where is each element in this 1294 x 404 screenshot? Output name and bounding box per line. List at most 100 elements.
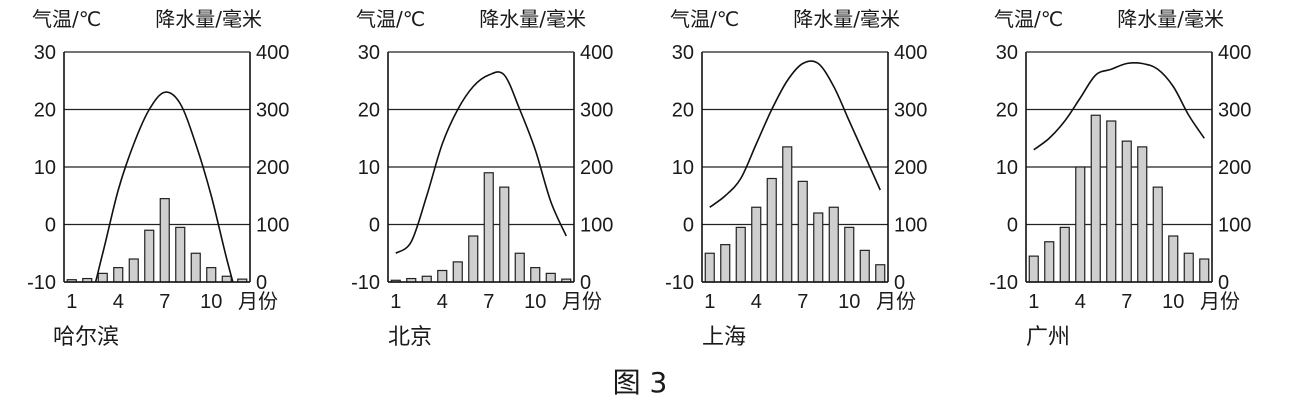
month-tick-label: 10 xyxy=(1162,291,1184,313)
precip-bar xyxy=(1075,166,1086,283)
precip-bar xyxy=(452,261,463,283)
precip-bar xyxy=(720,244,731,283)
precip-tick-label: 400 xyxy=(580,42,613,64)
month-tick-label: 1 xyxy=(704,291,715,313)
precip-bar xyxy=(751,206,762,283)
month-tick-label: 4 xyxy=(751,291,762,313)
precip-tick-label: 0 xyxy=(1218,272,1229,294)
city-name: 哈尔滨 xyxy=(53,325,119,350)
precip-tick-label: 300 xyxy=(1218,100,1251,122)
precip-bar xyxy=(1090,114,1101,283)
month-tick-label: 7 xyxy=(159,291,170,313)
precip-bar xyxy=(468,235,479,283)
temp-tick-label: -10 xyxy=(665,272,694,294)
precip-bar xyxy=(782,146,793,283)
city-name: 上海 xyxy=(702,325,746,350)
precip-tick-label: 200 xyxy=(1218,157,1251,179)
month-tick-label: 4 xyxy=(113,291,124,313)
month-tick-label: 1 xyxy=(66,291,77,313)
precip-tick-label: 100 xyxy=(580,215,613,237)
precip-bar xyxy=(514,252,525,283)
temp-tick-label: 10 xyxy=(672,157,694,179)
temp-tick-label: 0 xyxy=(683,215,694,237)
precip-bar xyxy=(1059,226,1070,283)
precip-bar xyxy=(128,258,139,283)
month-unit-label: 月份 xyxy=(562,289,602,313)
precip-bar xyxy=(735,226,746,283)
temperature-line xyxy=(94,91,234,282)
precip-tick-label: 400 xyxy=(894,42,927,64)
precip-bar xyxy=(545,272,556,283)
temp-axis-label: 气温/℃ xyxy=(994,7,1063,31)
month-tick-label: 10 xyxy=(838,291,860,313)
precip-tick-label: 100 xyxy=(894,215,927,237)
precip-bar xyxy=(859,249,870,283)
month-tick-label: 4 xyxy=(437,291,448,313)
precip-axis-label: 降水量/毫米 xyxy=(1117,7,1224,31)
precip-bar xyxy=(97,272,108,283)
precip-bar xyxy=(766,177,777,283)
precip-tick-label: 300 xyxy=(894,100,927,122)
temp-tick-label: -10 xyxy=(351,272,380,294)
temp-tick-label: 10 xyxy=(358,157,380,179)
temp-tick-label: 30 xyxy=(358,42,380,64)
month-tick-label: 10 xyxy=(524,291,546,313)
month-unit-label: 月份 xyxy=(238,289,278,313)
precip-axis-label: 降水量/毫米 xyxy=(793,7,900,31)
month-unit-label: 月份 xyxy=(1200,289,1240,313)
month-tick-label: 7 xyxy=(1121,291,1132,313)
precip-tick-label: 0 xyxy=(256,272,267,294)
precip-bar xyxy=(530,267,541,283)
temp-tick-label: 20 xyxy=(34,100,56,122)
month-tick-label: 4 xyxy=(1075,291,1086,313)
figure-caption: 图 3 xyxy=(613,366,668,399)
precip-bar xyxy=(1137,146,1148,283)
temp-axis-label: 气温/℃ xyxy=(356,7,425,31)
month-tick-label: 7 xyxy=(483,291,494,313)
precip-tick-label: 300 xyxy=(580,100,613,122)
temp-tick-label: 20 xyxy=(672,100,694,122)
precip-tick-label: 100 xyxy=(256,215,289,237)
temp-tick-label: 30 xyxy=(672,42,694,64)
precip-bar xyxy=(813,212,824,283)
precip-bar xyxy=(828,206,839,283)
precip-tick-label: 0 xyxy=(580,272,591,294)
precip-tick-label: 400 xyxy=(1218,42,1251,64)
precip-bar xyxy=(144,229,155,283)
precip-axis-label: 降水量/毫米 xyxy=(155,7,262,31)
month-unit-label: 月份 xyxy=(876,289,916,313)
month-tick-label: 1 xyxy=(390,291,401,313)
temp-tick-label: 20 xyxy=(996,100,1018,122)
precip-bar xyxy=(1183,252,1194,283)
temp-tick-label: 0 xyxy=(45,215,56,237)
precip-tick-label: 0 xyxy=(894,272,905,294)
precip-bar xyxy=(875,264,886,283)
precip-axis-label: 降水量/毫米 xyxy=(479,7,586,31)
month-tick-label: 10 xyxy=(200,291,222,313)
temp-tick-label: 10 xyxy=(996,157,1018,179)
precip-bar xyxy=(113,267,124,283)
temp-axis-label: 气温/℃ xyxy=(670,7,739,31)
precip-bar xyxy=(844,226,855,283)
temp-tick-label: 30 xyxy=(34,42,56,64)
precip-tick-label: 200 xyxy=(580,157,613,179)
temperature-line xyxy=(709,60,881,208)
precip-tick-label: 100 xyxy=(1218,215,1251,237)
month-tick-label: 7 xyxy=(797,291,808,313)
precip-tick-label: 200 xyxy=(894,157,927,179)
precip-bar xyxy=(175,226,186,283)
temperature-line xyxy=(395,71,567,254)
precip-bar xyxy=(1106,120,1117,283)
precip-bar xyxy=(421,275,432,283)
precip-tick-label: 300 xyxy=(256,100,289,122)
temp-tick-label: 30 xyxy=(996,42,1018,64)
precip-tick-label: 400 xyxy=(256,42,289,64)
precip-bar xyxy=(1199,258,1210,283)
precip-tick-label: 200 xyxy=(256,157,289,179)
temp-tick-label: 20 xyxy=(358,100,380,122)
